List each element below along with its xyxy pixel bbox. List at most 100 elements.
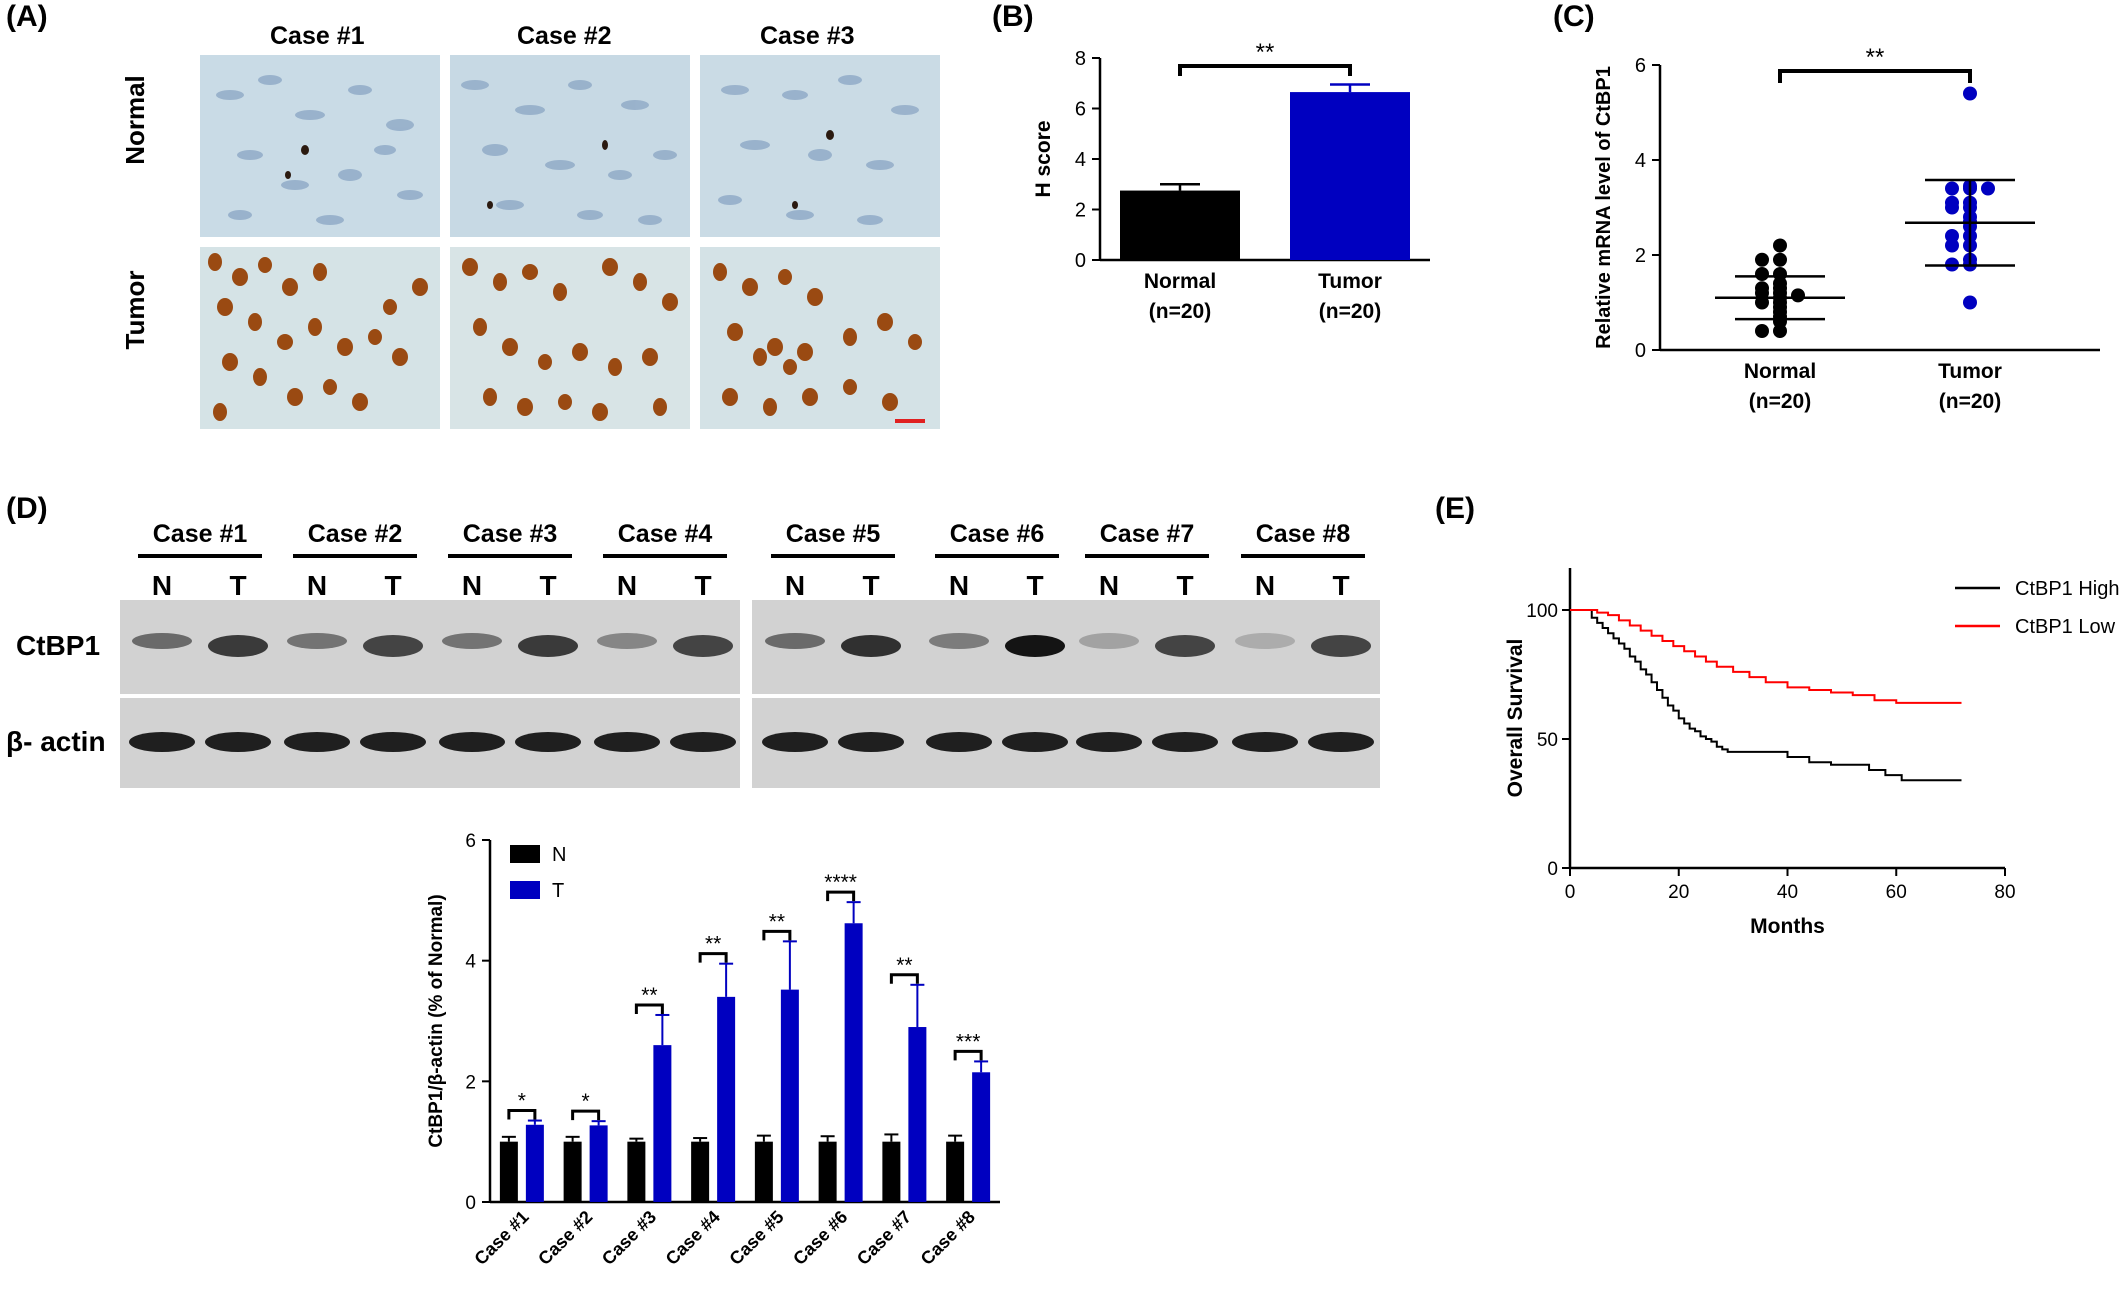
y-tick-label: 50: [1537, 730, 1558, 751]
blot-label-beta-actin: β- actin: [6, 726, 106, 757]
bar-t: [972, 1072, 991, 1202]
x-tick-label: 20: [1668, 882, 1689, 903]
y-tick-label: 0: [465, 1193, 476, 1214]
data-point: [1773, 324, 1787, 338]
data-point: [1945, 200, 1959, 215]
band-ctbp1: [132, 633, 192, 649]
band-ctbp1: [1079, 633, 1139, 649]
x-category-label: (n=20): [1149, 300, 1211, 323]
y-tick-label: 6: [1075, 99, 1086, 121]
ihc-tumor-case-2-image: [450, 247, 690, 429]
band-ctbp1: [518, 635, 578, 657]
significance-label: **: [641, 984, 657, 1007]
lane-label-n: N: [784, 570, 806, 601]
significance-label: *: [582, 1090, 590, 1113]
case-bar: [1241, 554, 1365, 558]
ihc-normal-case-2-image: [450, 55, 690, 237]
band-ctbp1: [1311, 635, 1371, 657]
lane-label-n: N: [616, 570, 638, 601]
case-bar: [448, 554, 572, 558]
panel-e-label: (E): [1435, 492, 1475, 525]
significance-label: **: [1866, 44, 1885, 71]
significance-bracket: [634, 1003, 664, 1014]
band-ctbp1: [673, 635, 733, 657]
band-actin: [762, 732, 828, 752]
band-ctbp1: [208, 635, 268, 657]
y-axis-label: Overall Survival: [1504, 639, 1527, 798]
lane-label-n: N: [151, 570, 173, 601]
case-label: Case #7: [1099, 520, 1195, 548]
legend-label: CtBP1 Low: [2015, 616, 2116, 638]
legend-label: N: [552, 844, 566, 866]
band-ctbp1: [1005, 635, 1065, 657]
data-point: [1963, 86, 1977, 101]
y-axis-label: H score: [1032, 120, 1055, 197]
band-actin: [515, 732, 581, 752]
band-ctbp1: [841, 635, 901, 657]
data-point: [1981, 181, 1995, 196]
y-tick-label: 4: [1635, 150, 1646, 172]
band-actin: [670, 732, 736, 752]
band-ctbp1: [765, 633, 825, 649]
significance-bracket: [1178, 64, 1352, 76]
survival-curve-low: [1570, 609, 1962, 704]
significance-label: *: [518, 1090, 526, 1113]
data-point: [1773, 238, 1787, 253]
band-ctbp1: [287, 633, 347, 649]
y-tick-label: 2: [465, 1072, 476, 1093]
panel-b-bar-chart: 0 2 4 6 8 H score Normal (n=20) Tumor (n=20) **: [1032, 40, 1430, 323]
case-bar: [293, 554, 417, 558]
bar-n: [946, 1141, 965, 1202]
significance-label: ****: [824, 871, 857, 894]
bar: [1290, 92, 1410, 261]
band-actin: [1152, 732, 1218, 752]
significance-label: ***: [956, 1030, 981, 1053]
case-label: Case #8: [1255, 520, 1351, 548]
y-axis-label: Relative mRNA level of CtBP1: [1593, 66, 1615, 349]
survival-curve-high: [1570, 609, 1962, 782]
band-ctbp1: [442, 633, 502, 649]
bar-t: [653, 1045, 672, 1202]
lane-label-n: N: [948, 570, 970, 601]
band-ctbp1: [363, 635, 423, 657]
case-label: Case #1: [152, 520, 248, 548]
band-actin: [926, 732, 992, 752]
legend-swatch: [510, 845, 540, 863]
bar-t: [717, 996, 736, 1202]
x-category-label: Case #2: [534, 1207, 596, 1269]
y-axis-label: CtBP1/β-actin (% of Normal): [426, 894, 447, 1147]
x-category-label: Tumor: [1318, 270, 1382, 293]
scale-bar: [895, 419, 925, 423]
case-bar: [935, 554, 1059, 558]
data-point: [1773, 252, 1787, 267]
y-tick-label: 8: [1075, 48, 1086, 70]
band-actin: [360, 732, 426, 752]
band-actin: [838, 732, 904, 752]
lane-label-n: N: [1254, 570, 1276, 601]
band-actin: [129, 732, 195, 752]
x-tick-label: 0: [1565, 882, 1576, 903]
lane-label-t: T: [694, 570, 712, 601]
bar-t: [908, 1027, 927, 1202]
panel-a-case-1-label: Case #1: [270, 22, 365, 50]
legend-label: T: [552, 880, 564, 902]
ihc-normal-case-3-image: [700, 55, 940, 237]
y-tick-label: 4: [465, 952, 476, 973]
bar-n: [563, 1141, 582, 1202]
case-bar: [1085, 554, 1209, 558]
lane-label-n: N: [461, 570, 483, 601]
lane-label-t: T: [384, 570, 402, 601]
band-actin: [1232, 732, 1298, 752]
x-category-label: Case #1: [470, 1207, 532, 1269]
lane-label-t: T: [1026, 570, 1044, 601]
x-category-label: Normal: [1744, 360, 1816, 383]
significance-bracket: [762, 929, 792, 941]
bar: [1120, 190, 1240, 260]
x-category-label: (n=20): [1939, 390, 2001, 413]
x-category-label: (n=20): [1749, 390, 1811, 413]
x-category-label: Case #7: [853, 1207, 915, 1269]
significance-bracket: [571, 1109, 601, 1121]
y-tick-label: 0: [1075, 250, 1086, 272]
x-tick-label: 40: [1777, 882, 1798, 903]
legend-swatch: [510, 881, 540, 899]
